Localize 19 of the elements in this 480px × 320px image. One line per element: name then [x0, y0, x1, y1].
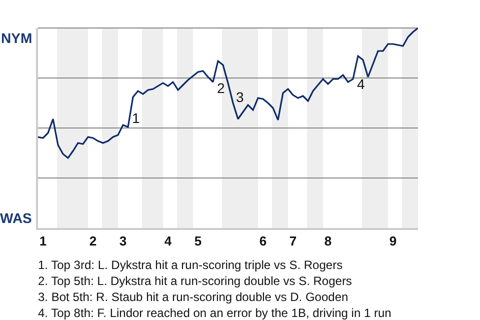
- x-tick-label: 5: [194, 234, 202, 249]
- x-tick-label: 9: [389, 234, 397, 249]
- text: 3. Bot 5th: R. Staub hit a run-scoring double vs D. Gooden: [38, 290, 348, 304]
- annotation: 1: [132, 110, 140, 126]
- annotation: 2: [217, 80, 225, 96]
- x-tick-label: 4: [164, 234, 172, 249]
- annotation: 3: [236, 89, 244, 105]
- text: 4. Top 8th: F. Lindor reached on an error by the 1B, driving in 1 run: [38, 306, 392, 320]
- text: 2. Top 5th: L. Dykstra hit a run-scoring double vs S. Rogers: [38, 274, 352, 288]
- x-tick-label: 6: [259, 234, 267, 249]
- x-tick-label: 7: [289, 234, 297, 249]
- x-tick-label: 2: [89, 234, 97, 249]
- annotation: 4: [357, 76, 365, 92]
- text: WAS: [0, 210, 32, 226]
- text: 1. Top 3rd: L. Dykstra hit a run-scoring triple vs S. Rogers: [38, 258, 343, 272]
- x-tick-label: 8: [324, 234, 332, 249]
- x-tick-label: 1: [39, 234, 47, 249]
- text: NYM: [1, 30, 32, 46]
- x-tick-label: 3: [119, 234, 127, 249]
